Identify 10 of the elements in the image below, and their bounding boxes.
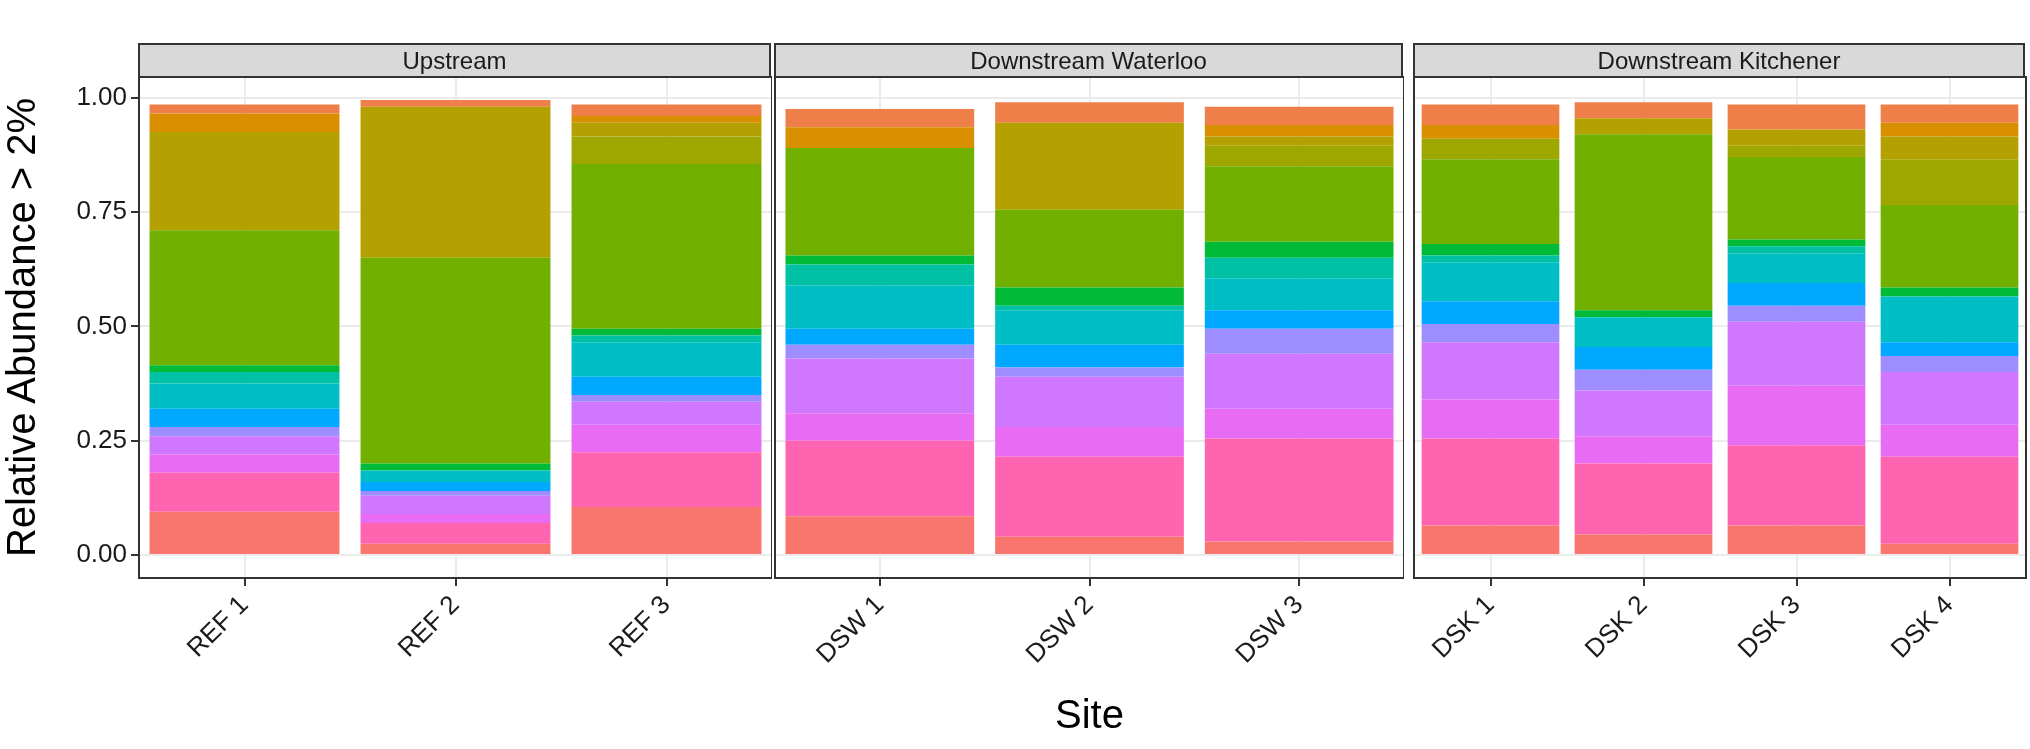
chart-title: Downstream Kitchener bbox=[1413, 43, 2025, 77]
y-tick-label: 0.00 bbox=[76, 538, 127, 569]
y-tick-label: 1.00 bbox=[76, 80, 127, 111]
y-tick-label: 0.50 bbox=[76, 309, 127, 340]
chart-title: Upstream bbox=[138, 43, 771, 77]
y-tick-label: 0.25 bbox=[76, 423, 127, 454]
chart-title: Downstream Waterloo bbox=[774, 43, 1403, 77]
x-axis-title: Site bbox=[1055, 692, 1124, 737]
y-axis-title: Relative Abundance > 2% bbox=[0, 97, 44, 558]
y-tick-label: 0.75 bbox=[76, 195, 127, 226]
